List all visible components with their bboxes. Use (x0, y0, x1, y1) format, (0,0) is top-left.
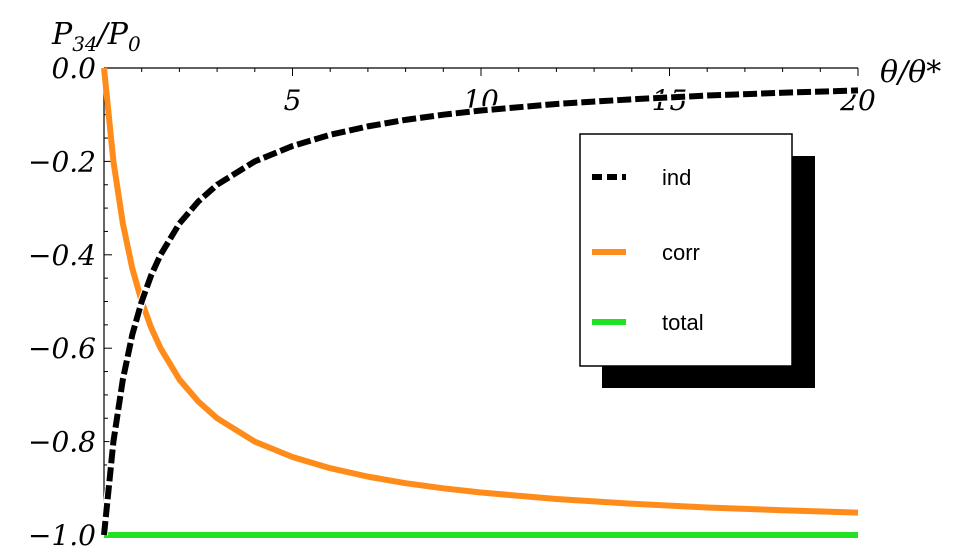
legend: ind corr total (579, 133, 815, 388)
y-tick-label: 0.0 (51, 52, 96, 85)
legend-label-total: total (662, 310, 704, 335)
y-tick-label: −0.8 (28, 426, 96, 459)
y-tick-label: −0.6 (28, 332, 96, 365)
series-layer (100, 67, 859, 538)
y-axis-label-sep: /P (95, 17, 129, 52)
y-axis-label-main: P (51, 17, 73, 52)
y-tick-label: −0.2 (28, 145, 96, 178)
legend-label-corr: corr (662, 240, 700, 265)
y-axis-label: P34/P0 (51, 17, 141, 56)
series-line-ind (101, 87, 859, 536)
y-tick-label: −0.4 (28, 239, 96, 272)
series-line-corr (101, 67, 859, 516)
y-axis-label-sub2: 0 (128, 32, 141, 56)
axes: 5 10 15 200.0−0.2−0.4−0.6−0.8−1.0 (28, 52, 876, 552)
y-tick-label: −1.0 (28, 519, 96, 552)
labels: P34/P0 θ/θ* (51, 17, 941, 90)
x-tick-label: 5 (284, 84, 302, 117)
y-axis-label-sub: 34 (72, 32, 97, 56)
legend-label-ind: ind (662, 165, 691, 190)
x-axis-label: θ/θ* (880, 55, 941, 90)
